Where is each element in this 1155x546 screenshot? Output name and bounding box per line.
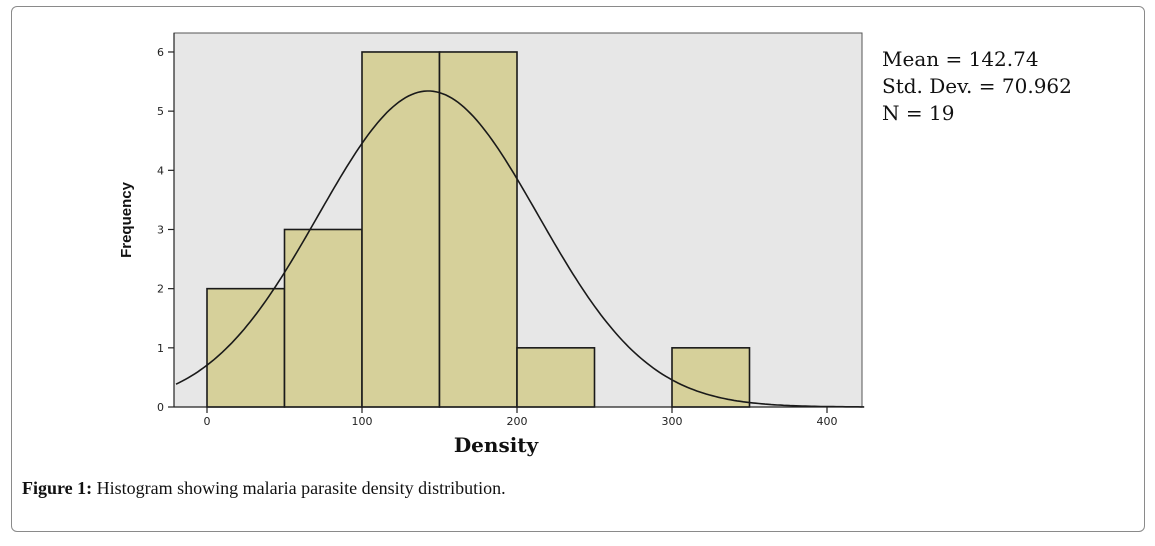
histogram-bar	[516, 347, 596, 408]
histogram-bar	[283, 228, 363, 408]
x-tick-label: 400	[817, 415, 838, 428]
histogram-bar	[671, 347, 751, 408]
y-tick-label: 0	[157, 401, 164, 414]
stat-std-dev: Std. Dev. = 70.962	[882, 74, 1072, 98]
caption-label: Figure 1:	[22, 478, 93, 498]
stat-n: N = 19	[882, 101, 955, 125]
y-axis-label: Frequency	[118, 181, 135, 258]
normal-curve	[175, 90, 865, 408]
y-tick-label: 4	[157, 164, 164, 177]
histogram-bar	[206, 287, 286, 408]
caption-text: Histogram showing malaria parasite densi…	[92, 478, 506, 498]
y-tick-label: 1	[157, 342, 164, 355]
histogram-bar	[438, 51, 518, 408]
bars-group	[206, 51, 751, 408]
histogram-bar	[361, 51, 441, 408]
axes-group: 0 1 2 3 4 5 6 0 100 200 300 400	[157, 33, 862, 428]
x-tick-label: 200	[507, 415, 528, 428]
y-tick-label: 6	[157, 46, 164, 59]
stat-mean: Mean = 142.74	[882, 47, 1039, 71]
y-tick-label: 2	[157, 283, 164, 296]
x-tick-label: 100	[352, 415, 373, 428]
x-tick-label: 0	[204, 415, 211, 428]
figure-caption: Figure 1: Histogram showing malaria para…	[22, 478, 506, 499]
x-tick-label: 300	[662, 415, 683, 428]
y-tick-label: 5	[157, 105, 164, 118]
y-tick-label: 3	[157, 223, 164, 236]
x-axis-label: Density	[454, 433, 540, 457]
stats-box: Mean = 142.74 Std. Dev. = 70.962 N = 19	[882, 46, 1072, 127]
